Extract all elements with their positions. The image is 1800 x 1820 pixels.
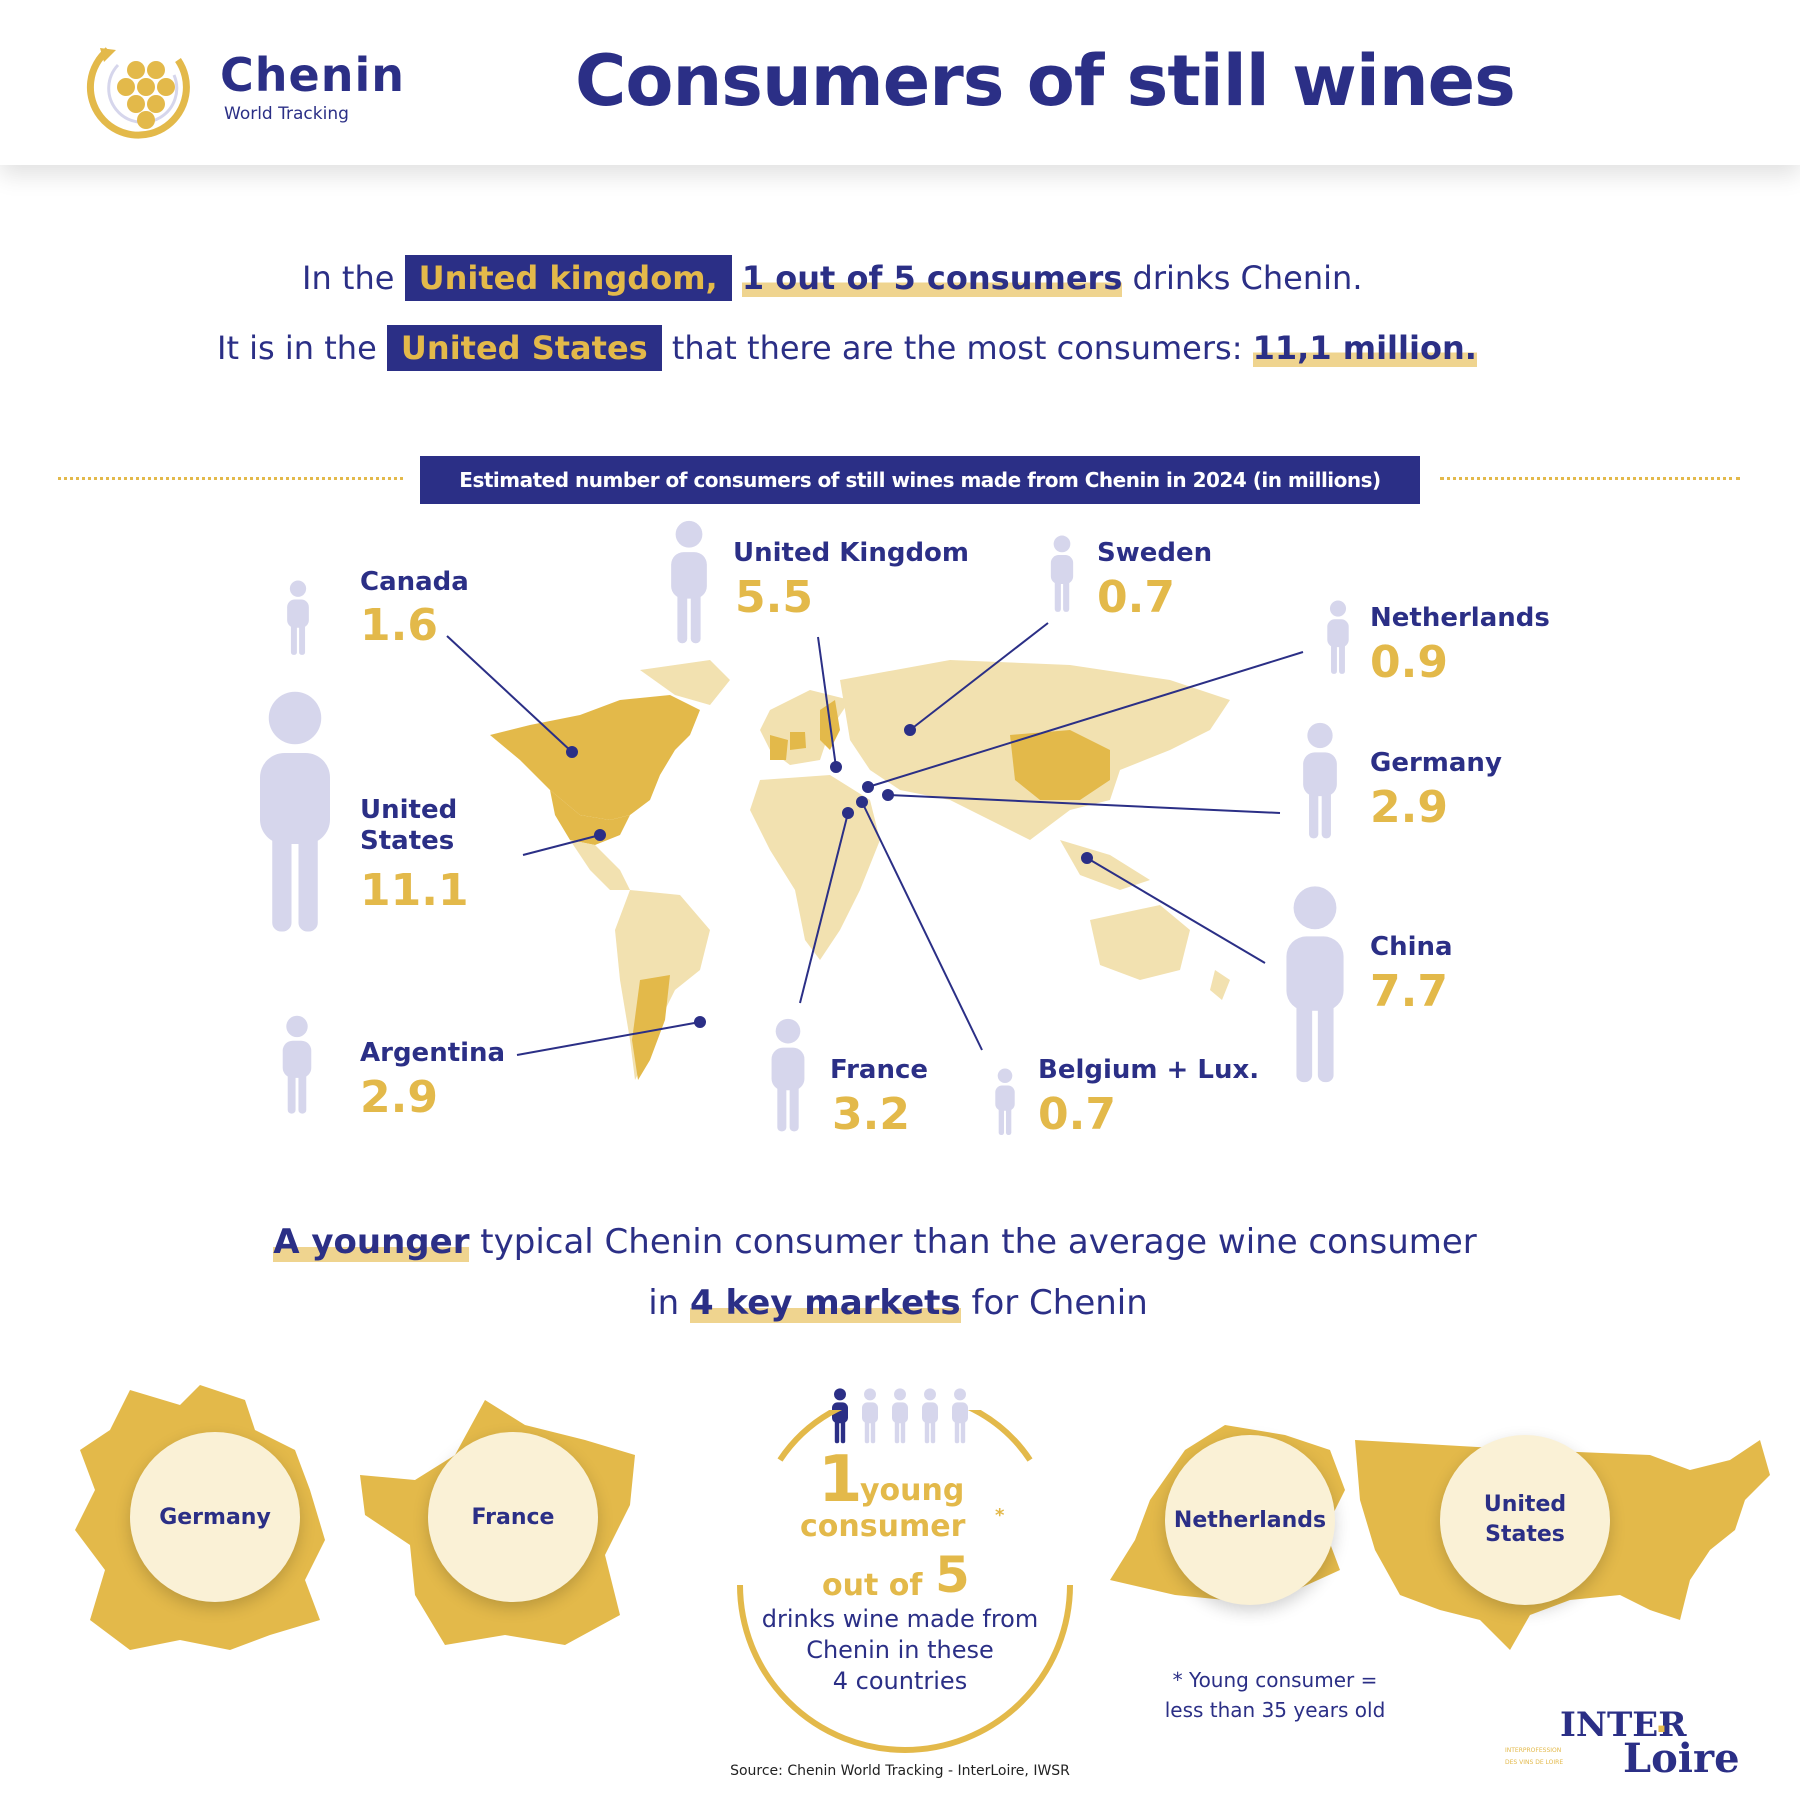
map-new-zealand — [1210, 970, 1230, 1000]
person-icon — [995, 1068, 1015, 1136]
country-name-sweden: Sweden — [1097, 538, 1213, 568]
section2-highlight: 4 key markets — [690, 1283, 961, 1323]
young-stat-description: drinks wine made from Chenin in these 4 … — [730, 1604, 1070, 1698]
young-stat-word: young — [860, 1473, 965, 1508]
young-stat-word: out of — [822, 1568, 923, 1603]
headline-country-badge: United States — [386, 325, 662, 371]
market-circle-france: France — [428, 1432, 598, 1602]
person-icon — [287, 580, 309, 655]
interloire-logo: INTER . Loire INTERPROFESSION DES VINS D… — [1505, 1701, 1745, 1795]
map-france — [770, 735, 788, 760]
country-value-belgium-lux: 0.7 — [1038, 1089, 1116, 1140]
country-value-germany: 2.9 — [1370, 782, 1448, 833]
source-note: Source: Chenin World Tracking - InterLoi… — [730, 1763, 1070, 1779]
market-label: France — [471, 1504, 555, 1530]
country-name-argentina: Argentina — [360, 1038, 506, 1068]
market-circle-united-states: United States — [1440, 1435, 1610, 1605]
logo-subtitle: World Tracking — [224, 104, 349, 124]
map-central-america — [570, 840, 630, 890]
section2-line-2: in 4 key markets for Chenin — [0, 1283, 1798, 1323]
page-title: Consumers of still wines — [575, 40, 1516, 122]
dotted-divider — [58, 477, 403, 480]
country-name-belgium-lux: Belgium + Lux. — [1038, 1055, 1260, 1085]
headline-text: It is in the — [217, 329, 377, 367]
young-stat-desc-line: 4 countries — [832, 1667, 968, 1696]
headline-text: drinks Chenin. — [1132, 259, 1363, 297]
market-label: Netherlands — [1173, 1507, 1327, 1533]
headline-line-1: In the United kingdom, 1 out of 5 consum… — [302, 255, 1362, 301]
footnote: * Young consumer = less than 35 years ol… — [1130, 1665, 1420, 1725]
headline-country-badge: United kingdom, — [404, 255, 732, 301]
map-australia — [1090, 905, 1190, 980]
country-name-canada: Canada — [360, 567, 469, 597]
person-icon — [771, 1018, 805, 1132]
person-icon — [671, 520, 707, 644]
brand-small: DES VINS DE LOIRE — [1505, 1759, 1564, 1766]
young-stat-number: 5 — [935, 1546, 970, 1604]
brand-small: INTERPROFESSION — [1505, 1747, 1562, 1754]
map-africa — [750, 775, 880, 960]
map-southeast-asia — [1060, 840, 1150, 890]
market-circle-netherlands: Netherlands — [1165, 1435, 1335, 1605]
person-icon — [1327, 600, 1349, 674]
section2-text: in — [648, 1283, 680, 1323]
young-stat-asterisk: * — [995, 1505, 1005, 1526]
person-icon — [282, 1015, 312, 1114]
stat-ring — [737, 1410, 1073, 1753]
country-value-united-states: 11.1 — [360, 865, 469, 916]
map-banner: Estimated number of consumers of still w… — [420, 456, 1420, 504]
person-icon — [1303, 722, 1337, 839]
five-person-icons — [832, 1388, 968, 1444]
country-name-united-states: United States — [360, 795, 458, 857]
map-china — [1010, 730, 1110, 800]
person-icon — [260, 691, 330, 932]
young-stat-word: consumer — [800, 1509, 966, 1544]
country-value-china: 7.7 — [1370, 966, 1448, 1017]
headline-stat: 11,1 million. — [1252, 329, 1477, 367]
person-icon — [1050, 535, 1074, 612]
market-circle-germany: Germany — [130, 1432, 300, 1602]
market-label: United States — [1483, 1492, 1567, 1547]
country-value-netherlands: 0.9 — [1370, 637, 1448, 688]
market-label: Germany — [159, 1504, 271, 1530]
headline-text: In the — [302, 259, 395, 297]
map-usa-south — [550, 790, 630, 845]
brand-top: INTER — [1560, 1705, 1687, 1745]
country-name-netherlands: Netherlands — [1370, 603, 1550, 633]
footnote-line: less than 35 years old — [1164, 1698, 1386, 1722]
headline-text: that there are the most consumers: — [671, 329, 1243, 367]
country-value-sweden: 0.7 — [1097, 572, 1175, 623]
grape-logo-icon — [86, 47, 190, 139]
country-name-china: China — [1370, 932, 1453, 962]
section2-highlight: A younger — [273, 1222, 470, 1262]
country-value-france: 3.2 — [832, 1089, 910, 1140]
map-argentina — [632, 975, 670, 1080]
brand-bottom: Loire — [1623, 1735, 1740, 1782]
headline-stat: 1 out of 5 consumers — [741, 259, 1123, 297]
young-stat-desc-line: drinks wine made from — [761, 1605, 1039, 1633]
country-value-argentina: 2.9 — [360, 1072, 438, 1123]
person-icon — [1286, 886, 1344, 1083]
young-stat-number: 1 — [818, 1443, 863, 1517]
dotted-divider — [1440, 477, 1740, 480]
young-stat-desc-line: Chenin in these — [806, 1636, 994, 1665]
map-canada-usa — [490, 695, 700, 820]
country-name-united-kingdom: United Kingdom — [733, 538, 970, 568]
map-germany — [790, 732, 806, 750]
country-value-united-kingdom: 5.5 — [735, 572, 813, 623]
country-name-france: France — [830, 1055, 929, 1085]
headline-line-2: It is in the United States that there ar… — [217, 325, 1477, 371]
section2-text: for Chenin — [971, 1283, 1148, 1323]
section2-text: typical Chenin consumer than the average… — [480, 1222, 1477, 1262]
country-name-germany: Germany — [1370, 748, 1502, 778]
map-greenland — [640, 660, 730, 705]
brand-dot-icon: . — [1655, 1701, 1668, 1741]
footnote-line: * Young consumer = — [1172, 1668, 1378, 1692]
section2-line-1: A younger typical Chenin consumer than t… — [0, 1222, 1775, 1262]
logo-wordmark: Chenin — [220, 48, 405, 102]
header: Chenin World Tracking Consumers of still… — [0, 0, 1800, 165]
country-value-canada: 1.6 — [360, 600, 438, 651]
